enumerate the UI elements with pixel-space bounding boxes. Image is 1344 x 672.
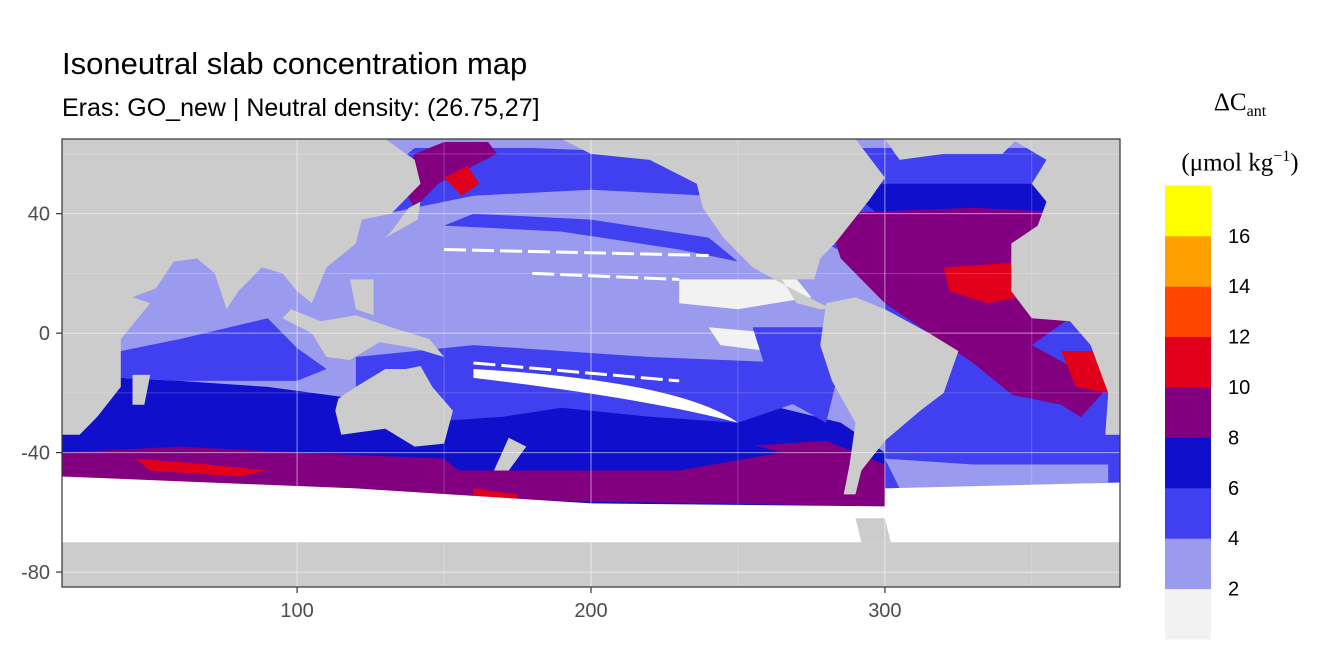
region-equatorial-atlantic-high bbox=[1061, 351, 1109, 393]
land-australia bbox=[335, 366, 453, 447]
legend-swatch bbox=[1165, 538, 1211, 590]
legend-swatch bbox=[1165, 185, 1211, 237]
y-tick-label: -40 bbox=[21, 443, 50, 465]
legend-label: 14 bbox=[1228, 276, 1250, 298]
y-tick-label: 40 bbox=[28, 204, 50, 226]
region-kuroshio-high bbox=[444, 165, 480, 196]
ocean-streak-2 bbox=[473, 361, 680, 383]
legend-swatch bbox=[1165, 437, 1211, 489]
x-tick-label: 200 bbox=[574, 600, 607, 622]
region-southern-gap bbox=[444, 440, 782, 471]
ocean-map bbox=[62, 139, 1120, 587]
x-tick-label: 300 bbox=[868, 600, 901, 622]
land-madagascar bbox=[132, 374, 151, 405]
legend-label: 4 bbox=[1228, 528, 1239, 550]
region-east-pacific-low bbox=[679, 279, 812, 310]
legend-swatch bbox=[1165, 235, 1211, 287]
land-japan bbox=[385, 201, 421, 238]
region-indian-equatorial bbox=[62, 318, 327, 381]
region-south-atlantic-south bbox=[884, 458, 1109, 489]
legend-label: 10 bbox=[1228, 377, 1250, 399]
legend-swatch bbox=[1165, 487, 1211, 539]
pacific-white-arc bbox=[473, 368, 738, 423]
chart-subtitle: Eras: GO_new | Neutral density: (26.75,2… bbox=[62, 94, 540, 122]
y-tick-label: -80 bbox=[21, 562, 50, 584]
land-indonesia bbox=[282, 309, 445, 360]
legend-swatch bbox=[1165, 387, 1211, 438]
legend-unit-open: (μmol kg bbox=[1181, 149, 1274, 177]
region-kuroshio bbox=[400, 142, 497, 208]
region-east-pacific bbox=[752, 327, 841, 423]
legend-label: 2 bbox=[1228, 579, 1239, 601]
land-africa-europe-east bbox=[1011, 139, 1120, 435]
region-north-pacific-band bbox=[444, 213, 738, 262]
legend-label: 8 bbox=[1228, 427, 1239, 449]
legend-swatch bbox=[1165, 588, 1211, 640]
legend-unit-close: ) bbox=[1290, 149, 1299, 177]
land-greenland bbox=[884, 139, 1018, 160]
land-north-america bbox=[561, 139, 885, 310]
land-africa-eurasia bbox=[62, 139, 421, 435]
legend-colorbar: 2 4 6 8 10 12 14 16 bbox=[1165, 185, 1250, 640]
ocean-streak-0 bbox=[444, 248, 709, 257]
legend-swatch bbox=[1165, 286, 1211, 338]
region-south-atlantic bbox=[884, 386, 1109, 471]
ocean-streak-1 bbox=[532, 271, 680, 281]
legend-label: 16 bbox=[1228, 226, 1250, 248]
x-tick-label: 100 bbox=[280, 600, 313, 622]
land-south-america bbox=[820, 297, 959, 495]
chart-title: Isoneutral slab concentration map bbox=[62, 46, 528, 81]
legend-symbol: ΔC bbox=[1213, 89, 1247, 116]
region-indian-high bbox=[135, 458, 268, 477]
legend-swatch bbox=[1165, 336, 1211, 388]
grid-lines bbox=[62, 139, 1120, 587]
legend-subscript: ant bbox=[1246, 103, 1267, 120]
land-philippines bbox=[350, 279, 374, 316]
legend-label: 6 bbox=[1228, 478, 1239, 500]
land-new-zealand bbox=[494, 437, 527, 471]
y-tick-label: 0 bbox=[39, 323, 50, 345]
legend-title: ΔCant (μmol kg−1) bbox=[1140, 84, 1340, 183]
legend-unit-superscript: −1 bbox=[1273, 148, 1291, 165]
legend-label: 12 bbox=[1228, 327, 1250, 349]
land-antarctic-peninsula bbox=[855, 518, 891, 543]
